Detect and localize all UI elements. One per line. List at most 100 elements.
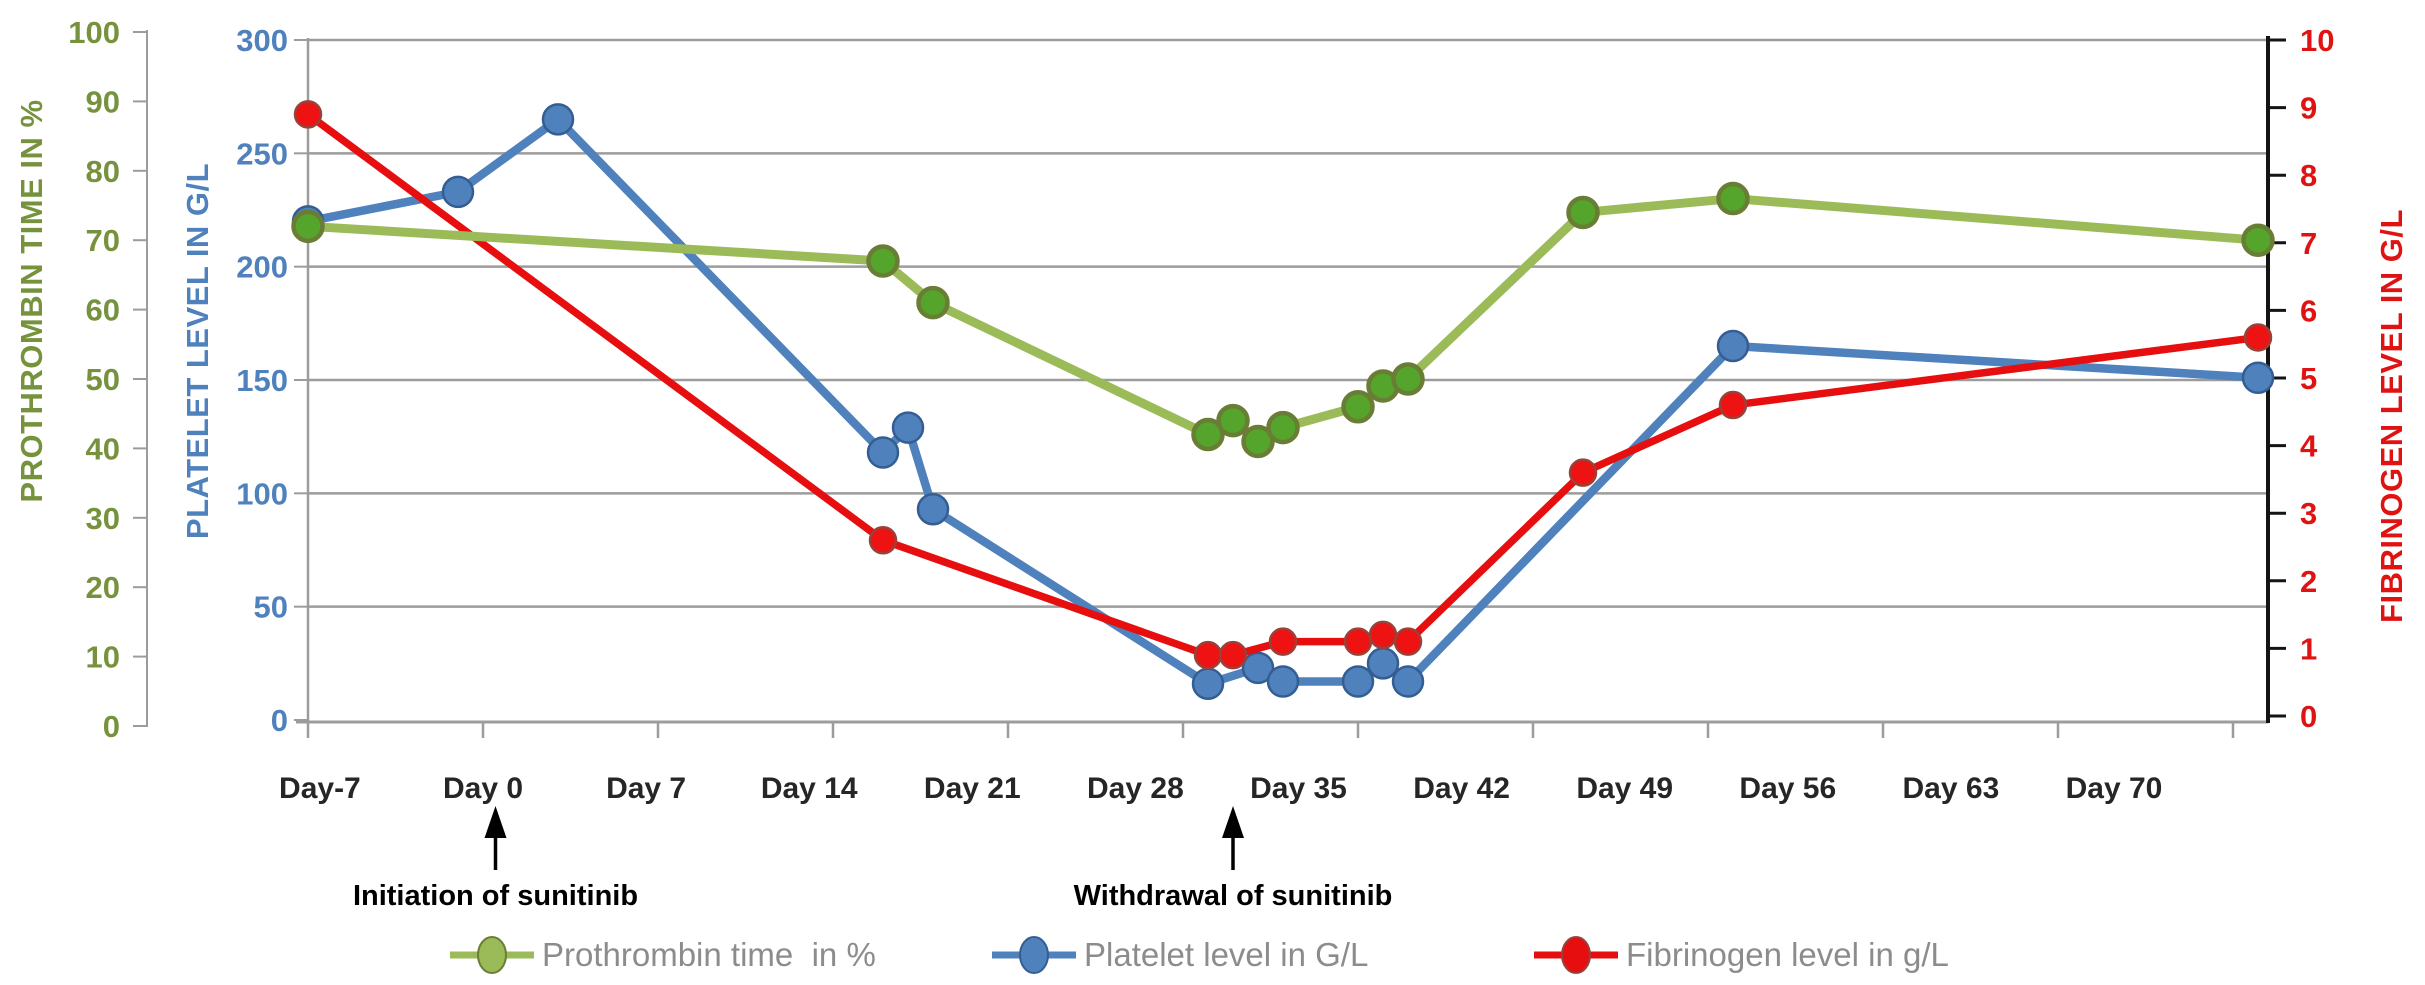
prothrombin-axis-title: PROTHROMBIN TIME IN % bbox=[14, 99, 49, 503]
prothrombin-tick-label: 90 bbox=[86, 84, 120, 119]
prothrombin-marker bbox=[1266, 410, 1300, 445]
platelet-marker bbox=[1366, 647, 1400, 680]
prothrombin-tick-label: 0 bbox=[103, 709, 120, 744]
prothrombin-marker bbox=[1241, 424, 1275, 459]
platelet-tick-label: 50 bbox=[254, 590, 288, 625]
prothrombin-marker bbox=[1191, 417, 1225, 452]
prothrombin-tick-label: 60 bbox=[86, 293, 120, 328]
legend-item-prothrombin: Prothrombin time in % bbox=[448, 933, 876, 977]
fibrinogen-tick-label: 0 bbox=[2300, 699, 2317, 734]
x-axis-label: Day 28 bbox=[1087, 772, 1184, 805]
platelet-marker bbox=[2241, 361, 2275, 394]
fibrinogen-marker bbox=[1268, 627, 1298, 656]
prothrombin-marker bbox=[866, 244, 900, 278]
fibrinogen-marker bbox=[1368, 620, 1398, 650]
x-axis-label: Day 21 bbox=[924, 772, 1021, 805]
platelet-marker bbox=[441, 175, 475, 209]
annotation-initiation-label: Initiation of sunitinib bbox=[352, 880, 639, 912]
fibrinogen-marker bbox=[1568, 458, 1598, 487]
fibrinogen-marker bbox=[293, 100, 323, 129]
prothrombin-marker bbox=[1716, 181, 1750, 216]
legend-label-fibrinogen: Fibrinogen level in g/L bbox=[1626, 936, 1949, 973]
platelet-marker bbox=[1341, 665, 1375, 698]
fibrinogen-tick-label: 7 bbox=[2300, 226, 2317, 261]
fibrinogen-tick-label: 1 bbox=[2300, 631, 2317, 666]
fibrinogen-marker bbox=[1218, 640, 1248, 670]
x-axis-label: Day 7 bbox=[606, 772, 686, 805]
prothrombin-tick-label: 100 bbox=[68, 15, 120, 50]
fibrinogen-series-line bbox=[304, 110, 2262, 659]
platelet-marker bbox=[1716, 329, 1750, 363]
platelet-tick-label: 150 bbox=[236, 363, 288, 398]
x-axis-label: Day 70 bbox=[2066, 772, 2163, 805]
fibrinogen-tick-label: 3 bbox=[2300, 496, 2317, 531]
fibrinogen-tick-label: 2 bbox=[2300, 564, 2317, 599]
x-axis-label: Day 35 bbox=[1250, 772, 1347, 805]
prothrombin-marker bbox=[2241, 223, 2275, 257]
prothrombin-tick-label: 10 bbox=[86, 640, 120, 675]
platelet-marker bbox=[1266, 665, 1300, 698]
x-axis-label: Day 42 bbox=[1413, 772, 1510, 805]
platelet-legend-dot bbox=[1019, 936, 1049, 974]
platelet-marker bbox=[916, 492, 950, 526]
fibrinogen-tick-label: 8 bbox=[2300, 158, 2317, 193]
fibrinogen-axis-title: FIBRINOGEN LEVEL IN G/L bbox=[2374, 209, 2409, 623]
legend-item-platelet: Platelet level in G/L bbox=[990, 933, 1368, 977]
legend-label-prothrombin: Prothrombin time in % bbox=[542, 936, 876, 973]
fibrinogen-tick-label: 6 bbox=[2300, 293, 2317, 328]
platelet-marker bbox=[1241, 651, 1275, 685]
platelet-marker bbox=[866, 436, 900, 469]
platelet-legend-marker-icon bbox=[992, 936, 1076, 974]
prothrombin-tick-label: 30 bbox=[86, 501, 120, 536]
up-arrow-icon bbox=[484, 806, 507, 838]
platelet-tick-label: 300 bbox=[236, 23, 288, 58]
prothrombin-series-line bbox=[303, 194, 2263, 446]
x-axis-label: Day 49 bbox=[1576, 772, 1673, 805]
fibrinogen-marker bbox=[1343, 627, 1373, 656]
fibrinogen-legend-dot bbox=[1561, 936, 1591, 974]
platelet-tick-label: 100 bbox=[236, 476, 288, 511]
prothrombin-tick-label: 80 bbox=[86, 154, 120, 189]
platelet-marker bbox=[891, 411, 925, 444]
fibrinogen-tick-label: 10 bbox=[2300, 23, 2334, 58]
platelet-tick-label: 250 bbox=[236, 136, 288, 171]
fibrinogen-tick-label: 9 bbox=[2300, 91, 2317, 126]
legend: Prothrombin time in % Platelet level in … bbox=[0, 933, 2425, 979]
prothrombin-tick-label: 40 bbox=[86, 431, 120, 466]
x-axis-label: Day-7 bbox=[279, 772, 361, 805]
prothrombin-marker bbox=[291, 209, 325, 244]
x-axis-label: Day 14 bbox=[761, 772, 858, 805]
x-axis-label: Day 63 bbox=[1903, 772, 2000, 805]
fibrinogen-marker bbox=[2243, 323, 2273, 352]
platelet-marker bbox=[1191, 667, 1225, 700]
platelet-marker bbox=[1391, 665, 1425, 698]
fibrinogen-marker bbox=[1393, 627, 1423, 656]
legend-label-platelet: Platelet level in G/L bbox=[1084, 936, 1369, 973]
fibrinogen-tick-label: 5 bbox=[2300, 361, 2317, 396]
prothrombin-marker bbox=[1341, 390, 1375, 424]
prothrombin-marker bbox=[1566, 195, 1600, 230]
prothrombin-legend-dot bbox=[477, 936, 507, 974]
fibrinogen-marker bbox=[1718, 390, 1748, 420]
fibrinogen-tick-label: 4 bbox=[2300, 429, 2318, 464]
fibrinogen-marker bbox=[1193, 640, 1223, 670]
prothrombin-tick-label: 20 bbox=[86, 570, 120, 605]
fibrinogen-legend-marker-icon bbox=[1534, 936, 1618, 974]
platelet-marker bbox=[541, 103, 575, 136]
up-arrow-icon bbox=[1222, 806, 1244, 838]
platelet-axis-title: PLATELET LEVEL IN G/L bbox=[180, 162, 215, 540]
prothrombin-marker bbox=[1216, 403, 1250, 438]
platelet-series-line bbox=[303, 115, 2263, 688]
platelet-tick-label: 0 bbox=[271, 703, 288, 738]
prothrombin-tick-label: 50 bbox=[86, 362, 120, 397]
prothrombin-legend-marker-icon bbox=[450, 936, 534, 974]
prothrombin-tick-label: 70 bbox=[86, 223, 120, 258]
legend-item-fibrinogen: Fibrinogen level in g/L bbox=[1532, 933, 1949, 977]
fibrinogen-marker bbox=[868, 525, 898, 555]
platelet-tick-label: 200 bbox=[236, 250, 288, 285]
prothrombin-marker bbox=[916, 285, 950, 320]
annotation-withdrawal-label: Withdrawal of sunitinib bbox=[1073, 880, 1393, 912]
x-axis-label: Day 56 bbox=[1739, 772, 1836, 805]
